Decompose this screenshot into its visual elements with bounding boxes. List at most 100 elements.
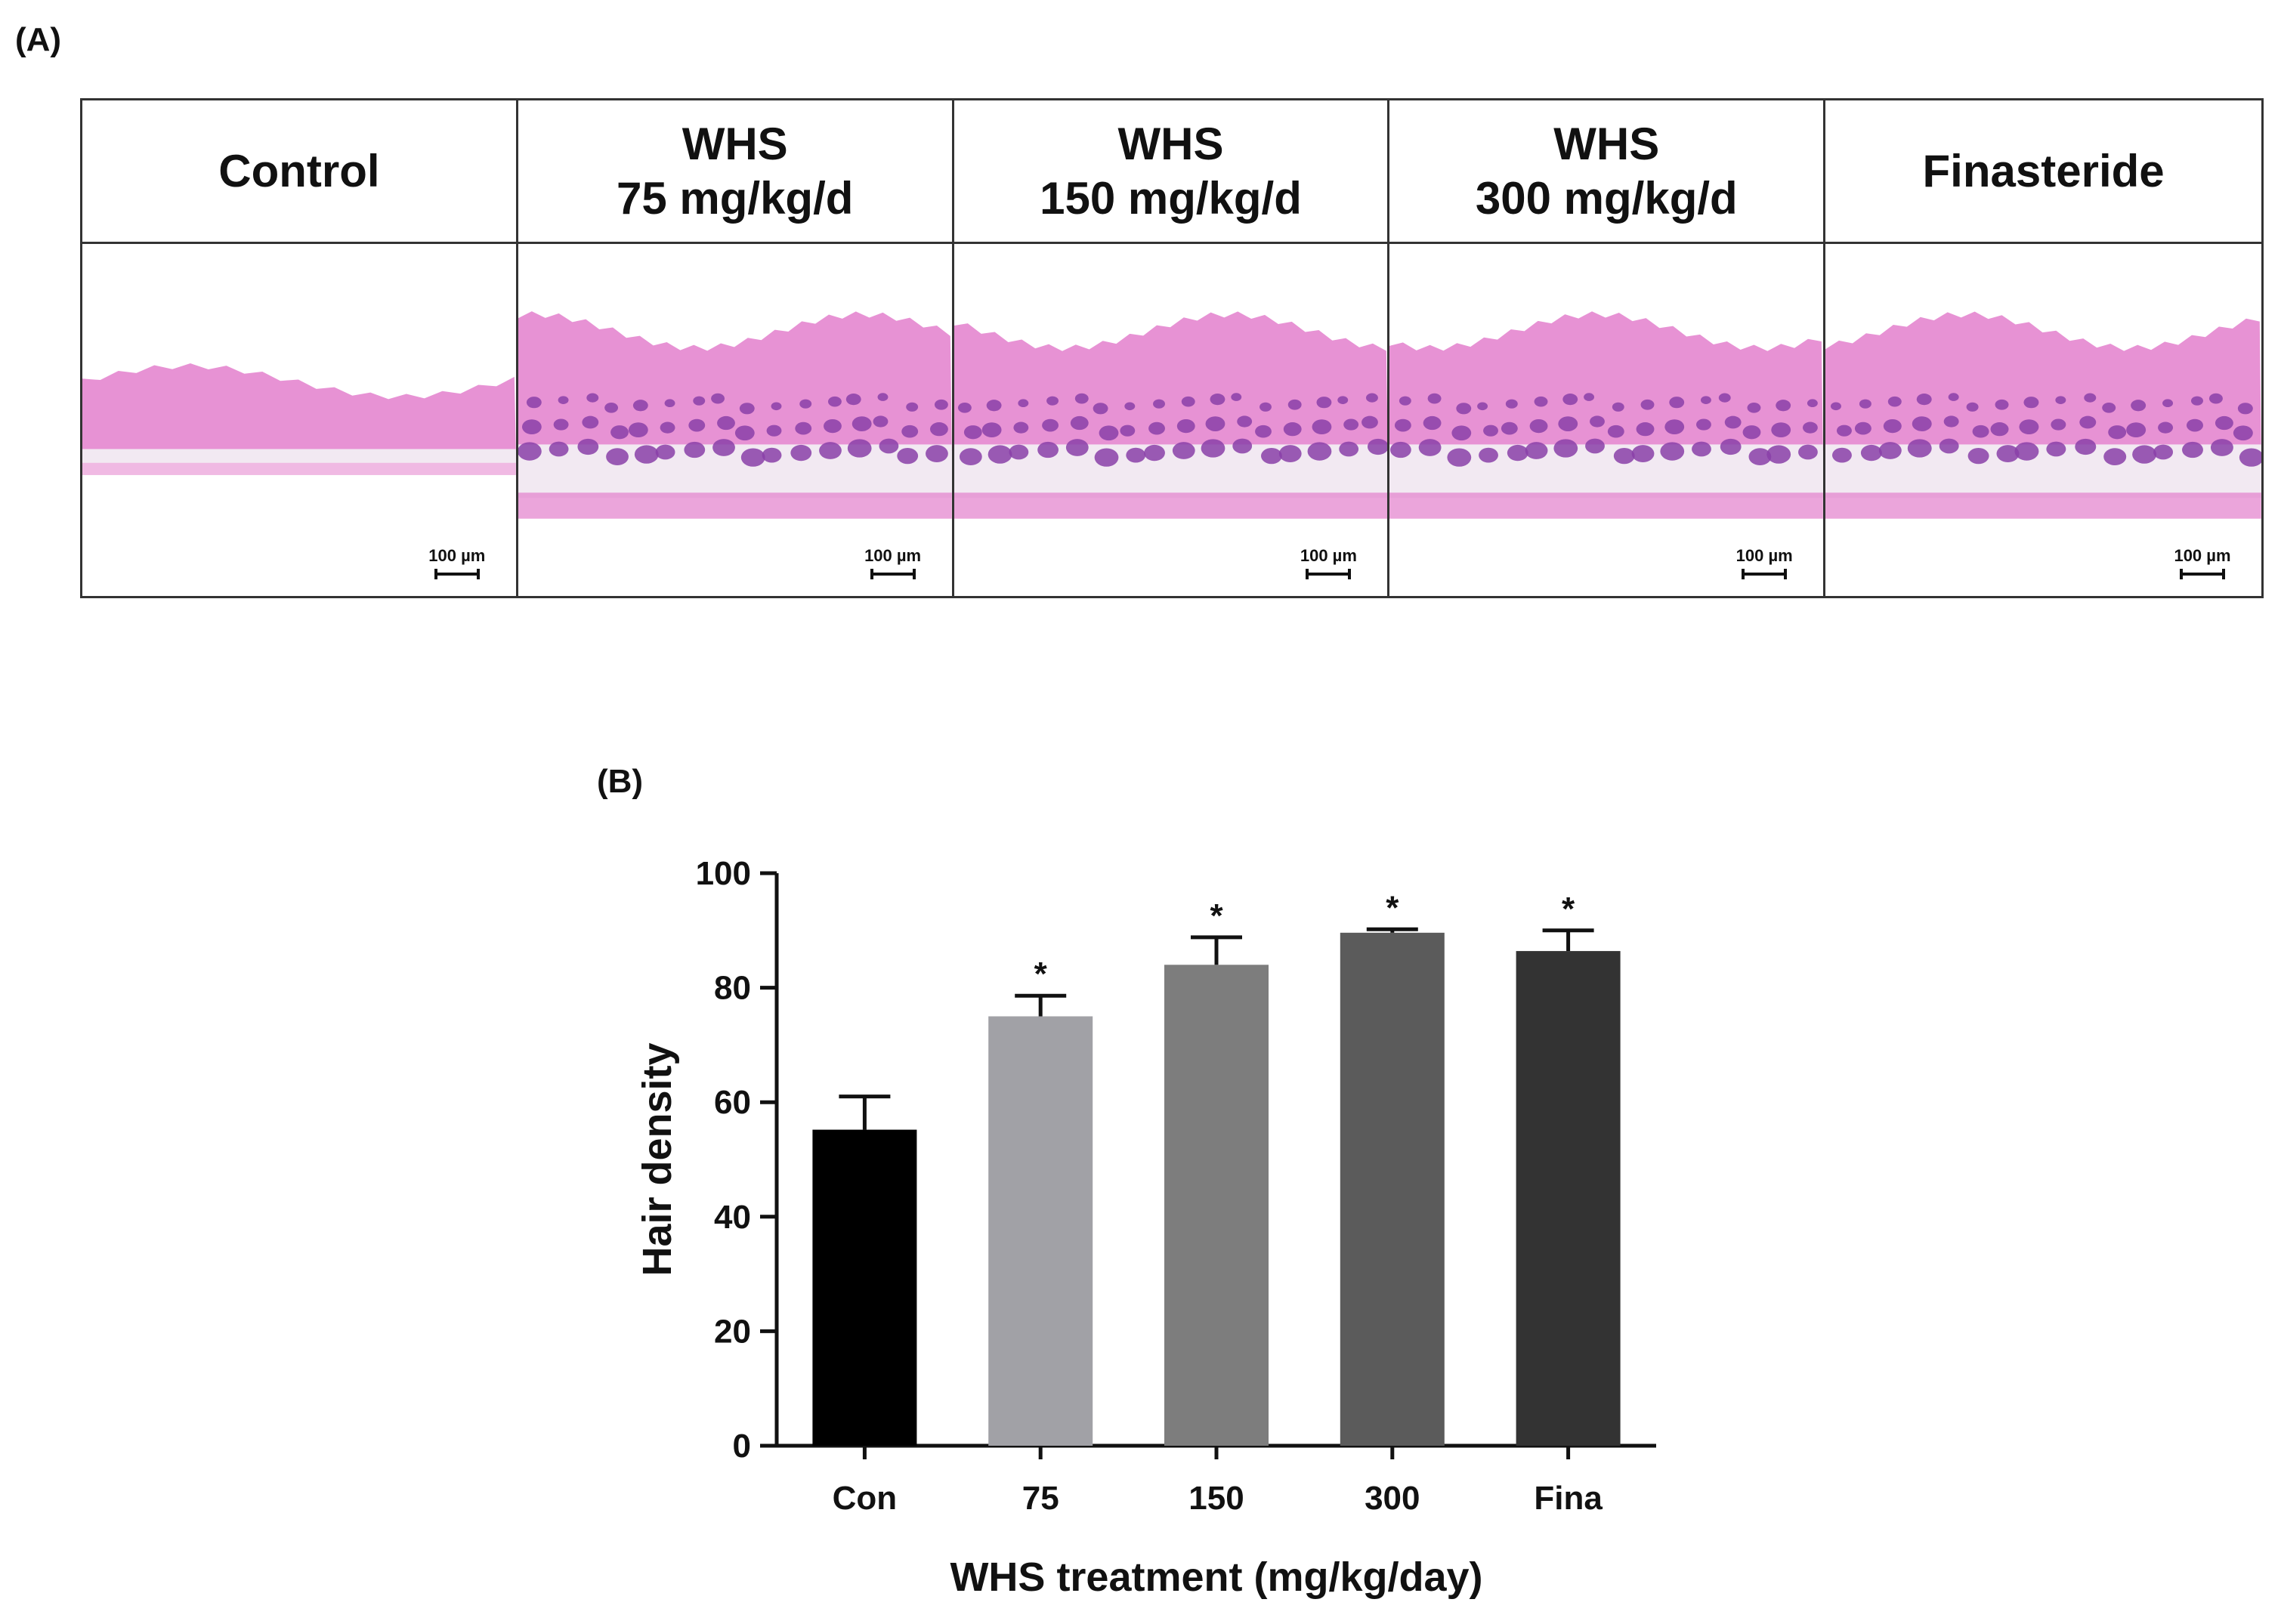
hair-follicle [712,439,735,456]
hair-follicle [1530,418,1548,434]
scale-bar-label: 100 µm [2174,546,2231,565]
hair-follicle [762,447,782,463]
hair-follicle [1742,425,1761,440]
column-header-whs-75: WHS 75 mg/kg/d [518,100,954,244]
hair-follicle [1771,422,1791,438]
scale-bar: 100 µm [855,546,931,579]
hair-follicle [1534,396,1548,407]
column-header-finasteride: Finasteride [1825,100,2261,244]
hair-follicle [1176,418,1195,434]
hair-follicle [799,399,811,409]
hair-follicle [1046,396,1059,406]
hair-follicle [1939,438,1959,454]
hair-follicle [1307,442,1331,461]
hair-follicle [582,415,599,429]
hair-follicle [1996,445,2020,462]
hair-follicle [628,422,648,438]
hair-follicle [823,418,842,434]
bar-150 [1164,965,1269,1446]
dermis [518,311,952,451]
skin-section [1389,311,1824,519]
muscle-layer [82,462,516,475]
y-tick-label: 80 [714,970,751,1007]
hair-follicle [634,445,659,464]
hair-follicle [771,402,782,411]
hair-follicle [740,448,765,467]
hair-follicle [827,396,842,407]
hair-follicle [586,393,599,403]
scale-bar: 100 µm [2165,546,2240,579]
hair-follicle [1181,396,1195,407]
hair-follicle [2209,393,2224,404]
hair-follicle [1119,425,1135,437]
column-header-whs-150: WHS 150 mg/kg/d [954,100,1390,244]
muscle-layer [1825,492,2261,519]
y-tick-label: 100 [696,855,751,892]
muscle-layer [518,492,952,519]
dermis [1825,311,2261,451]
hair-follicle [1590,415,1606,428]
hair-follicle [1553,439,1578,458]
hair-follicle [1013,421,1028,434]
scale-bar-label: 100 µm [428,546,486,565]
histology-image-finasteride: 100 µm [1825,244,2261,596]
hair-follicle [1479,447,1499,463]
skin-section [518,311,952,519]
hair-follicle [1966,402,1979,412]
hair-follicle [1041,418,1059,432]
hair-follicle [2108,425,2127,440]
scale-bar-line [1306,569,1352,579]
hair-follicle [1692,441,1712,457]
hair-follicle [1477,402,1488,411]
hair-follicle [934,399,948,410]
hair-follicle [1210,394,1225,406]
hair-follicle [1009,444,1028,460]
hair-follicle [1506,399,1519,409]
hair-follicle [2131,400,2147,412]
hair-follicle [1017,399,1028,408]
hair-follicle [1669,397,1685,409]
hair-follicle [1807,399,1819,408]
hair-follicle [2191,396,2204,406]
hair-follicle [879,438,899,454]
hair-follicle [957,402,972,413]
hair-follicle [906,402,918,412]
bar-300 [1340,932,1445,1446]
hair-follicle [1395,418,1412,432]
hair-follicle [2182,441,2204,458]
hair-follicle [1094,448,1119,467]
hair-follicle [2084,393,2097,403]
histology-image-whs-75: 100 µm [518,244,954,596]
hair-follicle [766,425,782,437]
hair-follicle [1884,418,1902,434]
hair-follicle [1343,418,1358,431]
significance-marker: * [1210,897,1223,934]
hair-follicle [632,400,648,412]
hair-follicle [852,416,872,431]
hair-follicle [845,394,861,406]
hair-follicle [1390,441,1412,458]
hair-follicle [1367,438,1388,455]
hair-follicle [1365,393,1378,403]
hair-follicle [1636,422,1655,437]
hair-follicle [1232,438,1252,454]
significance-marker: * [1386,889,1399,926]
hair-follicle [1948,393,1959,401]
scale-bar-line [2179,569,2225,579]
hair-follicle [553,418,569,431]
hair-follicle [1099,425,1119,441]
hair-follicle [684,441,705,458]
hair-follicle [2075,438,2097,455]
hair-follicle [2046,441,2066,457]
hair-follicle [710,393,725,404]
bar-Con [812,1129,917,1446]
hair-follicle [605,448,629,466]
skin-section [954,311,1388,519]
hair-follicle [1451,425,1472,441]
x-tick-label-150: 150 [1188,1480,1244,1517]
hair-follicle [1507,444,1529,462]
hair-follicle [577,438,599,455]
column-header-whs-300: WHS 300 mg/kg/d [1389,100,1826,244]
hair-follicle [734,425,755,441]
hair-follicle [1660,442,1685,461]
